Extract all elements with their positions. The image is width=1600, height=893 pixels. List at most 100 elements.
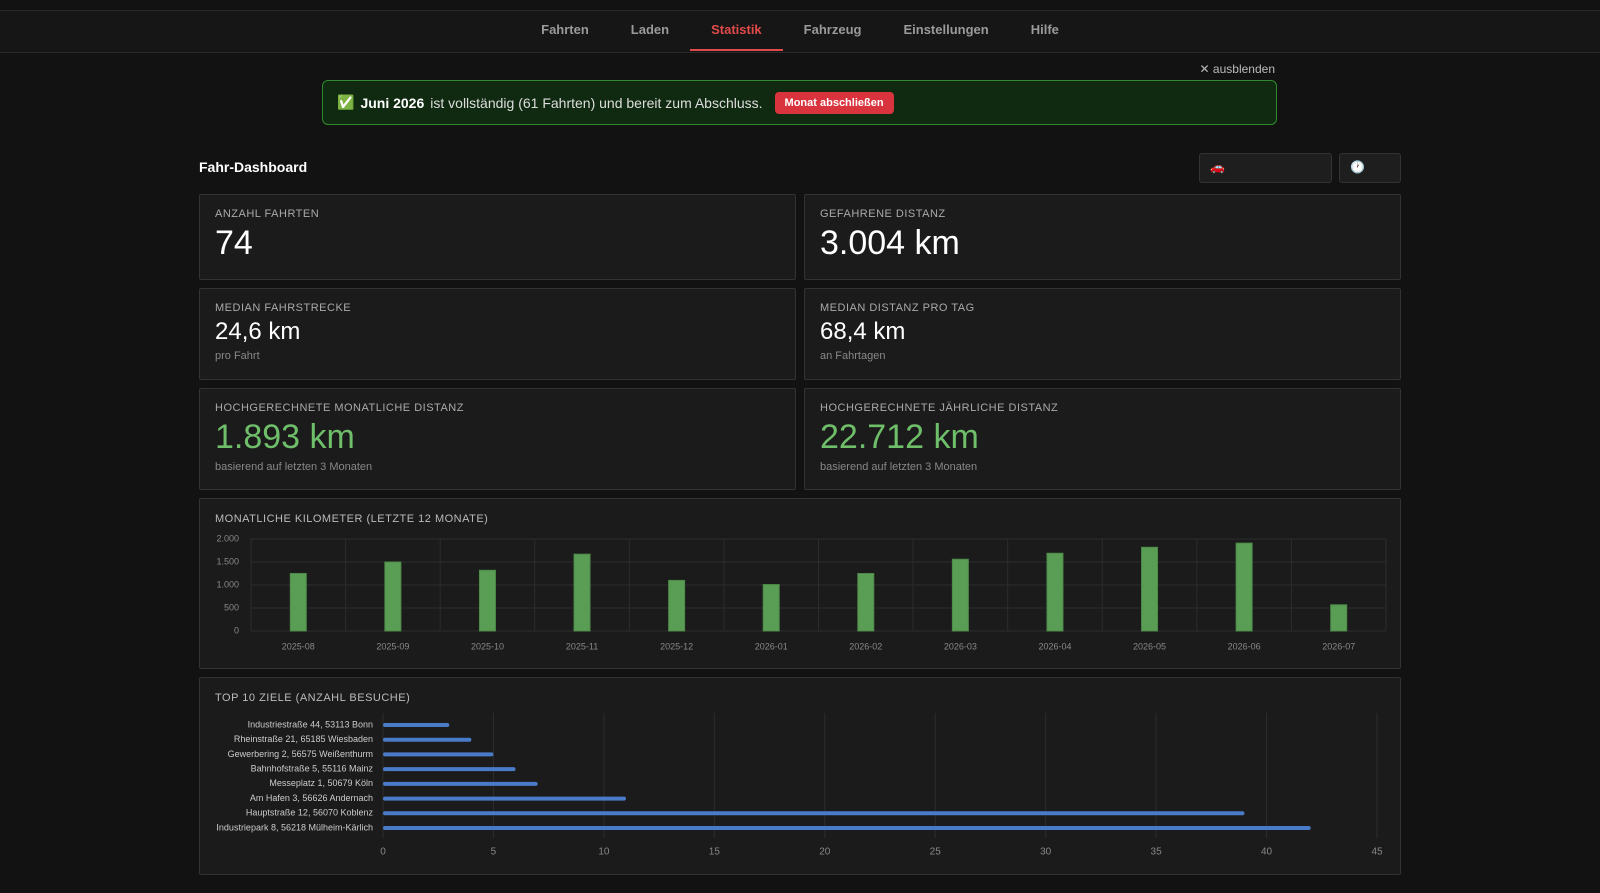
x-tick-label: 40: [1261, 847, 1273, 858]
stat-value: 74: [215, 224, 253, 262]
y-tick-label: Rheinstraße 21, 65185 Wiesbaden: [234, 734, 373, 744]
x-tick-label: 15: [709, 847, 721, 858]
bar: [573, 553, 591, 632]
stat-label: GEFAHRENE DISTANZ: [820, 208, 946, 220]
vehicle-select[interactable]: 🚗: [1199, 153, 1332, 183]
nav-item[interactable]: Fahrten: [541, 22, 589, 37]
stat-card: MEDIAN FAHRSTRECKE 24,6 km pro Fahrt: [199, 288, 796, 380]
stat-card: MEDIAN DISTANZ PRO TAG 68,4 km an Fahrtage…: [804, 288, 1401, 380]
stat-value: 1.893 km: [215, 418, 355, 456]
close-month-button[interactable]: Monat abschließen: [774, 91, 894, 114]
chart: TOP 10 ZIELE (ANZAHL BESUCHE) 0 5 10 15 20 25 3…: [215, 692, 1383, 858]
bar: [383, 752, 494, 757]
bar: [383, 767, 516, 772]
y-tick-label: Gewerbering 2, 56575 Weißenthurm: [228, 749, 373, 759]
stat-label: MEDIAN FAHRSTRECKE: [215, 302, 352, 314]
chart: MONATLICHE KILOMETER (LETZTE 12 MONATE) 0…: [215, 513, 1387, 651]
bar: [383, 737, 472, 742]
chart-panel: TOP 10 ZIELE (ANZAHL BESUCHE) 0 5 10 15 20 25 3…: [199, 677, 1401, 875]
x-tick-label: 30: [1040, 847, 1052, 858]
top-bar: [0, 10, 1600, 53]
stat-label: HOCHGERECHNETE JÄHRLICHE DISTANZ: [820, 402, 1059, 414]
bar: [951, 558, 969, 632]
bar: [383, 723, 450, 727]
x-tick-label: 0: [380, 847, 386, 858]
chart-title: MONATLICHE KILOMETER (LETZTE 12 MONATE): [215, 513, 488, 525]
y-tick-label: Hauptstraße 12, 56070 Koblenz: [246, 808, 374, 818]
stat-card: HOCHGERECHNETE JÄHRLICHE DISTANZ 22.712 k…: [804, 388, 1401, 490]
dashboard-title: Fahr-Dashboard: [199, 159, 308, 175]
x-tick-label: 2025-09: [376, 641, 409, 651]
x-tick-label: 2025-11: [566, 641, 598, 651]
bar: [1141, 546, 1159, 632]
stat-value: 3.004 km: [820, 224, 960, 262]
bar: [762, 584, 780, 632]
x-tick-label: 2026-06: [1228, 641, 1261, 651]
hide-banner[interactable]: ✕ ausblenden: [1199, 62, 1275, 76]
time-select[interactable]: 🕐: [1339, 153, 1401, 183]
y-tick-label: 2.000: [216, 533, 239, 543]
y-tick-label: 1.000: [216, 579, 239, 589]
bar: [383, 826, 1311, 830]
chart-title: TOP 10 ZIELE (ANZAHL BESUCHE): [215, 692, 410, 704]
stat-value: 22.712 km: [820, 418, 979, 456]
x-tick-label: 25: [930, 847, 942, 858]
stat-note: an Fahrtagen: [820, 350, 886, 362]
stat-value: 24,6 km: [215, 318, 301, 345]
nav-item[interactable]: Statistik: [690, 10, 783, 51]
stat-card: GEFAHRENE DISTANZ 3.004 km: [804, 194, 1401, 280]
bar: [1235, 542, 1253, 632]
stat-note: pro Fahrt: [215, 350, 260, 362]
bar: [857, 573, 875, 632]
x-tick-label: 2026-03: [944, 641, 977, 651]
nav-item[interactable]: Fahrzeug: [803, 22, 862, 37]
stat-card: HOCHGERECHNETE MONATLICHE DISTANZ 1.893 k…: [199, 388, 796, 490]
y-tick-label: 0: [234, 625, 239, 635]
y-tick-label: 1.500: [216, 556, 239, 566]
bar: [668, 579, 686, 632]
bar: [1330, 604, 1348, 632]
banner-icon: ✅: [337, 94, 355, 110]
banner: ✅ Juni 2026 ist vollständig (61 Fahrten)…: [322, 80, 1277, 125]
x-tick-label: 2026-04: [1038, 641, 1071, 651]
bar: [383, 811, 1245, 816]
x-tick-label: 5: [491, 847, 497, 858]
bar: [383, 796, 626, 801]
x-tick-label: 2026-07: [1322, 641, 1355, 651]
nav-item[interactable]: Einstellungen: [903, 22, 989, 37]
y-tick-label: Bahnhofstraße 5, 55116 Mainz: [251, 764, 374, 774]
nav-item[interactable]: Laden: [630, 22, 670, 37]
nav: Fahrten Laden Statistik Fahrzeug Einstellung…: [0, 10, 1600, 51]
x-tick-label: 45: [1371, 847, 1383, 858]
y-tick-label: Industriestraße 44, 53113 Bonn: [248, 719, 373, 729]
banner-month: Juni 2026: [360, 94, 425, 111]
y-tick-label: Messeplatz 1, 50679 Köln: [269, 778, 373, 788]
bar: [478, 569, 496, 632]
stat-label: ANZAHL FAHRTEN: [215, 208, 320, 220]
x-tick-label: 35: [1151, 847, 1163, 858]
x-tick-label: 2026-01: [755, 641, 788, 651]
stat-note: basierend auf letzten 3 Monaten: [215, 461, 373, 473]
y-tick-label: Industriepark 8, 56218 Mülheim-Kärlich: [216, 822, 373, 832]
bar: [1046, 552, 1064, 632]
x-tick-label: 2026-05: [1133, 641, 1166, 651]
stat-note: basierend auf letzten 3 Monaten: [820, 461, 978, 473]
x-tick-label: 2026-02: [849, 641, 882, 651]
bar: [384, 561, 402, 632]
stat-label: HOCHGERECHNETE MONATLICHE DISTANZ: [215, 402, 464, 414]
x-tick-label: 2025-08: [282, 641, 315, 651]
y-tick-label: 500: [224, 602, 239, 612]
stat-value: 68,4 km: [820, 318, 906, 345]
x-tick-label: 10: [598, 847, 610, 858]
y-tick-label: Am Hafen 3, 56626 Andernach: [250, 793, 373, 803]
stat-card: ANZAHL FAHRTEN 74: [199, 194, 796, 280]
x-tick-label: 2025-10: [471, 641, 504, 651]
x-tick-label: 20: [819, 847, 831, 858]
bar: [289, 573, 307, 632]
stat-label: MEDIAN DISTANZ PRO TAG: [820, 302, 975, 314]
x-tick-label: 2025-12: [660, 641, 693, 651]
nav-item[interactable]: Hilfe: [1030, 22, 1059, 37]
chart-panel: MONATLICHE KILOMETER (LETZTE 12 MONATE) 0…: [199, 498, 1401, 669]
banner-text: ist vollständig (61 Fahrten) und bereit …: [430, 94, 763, 111]
